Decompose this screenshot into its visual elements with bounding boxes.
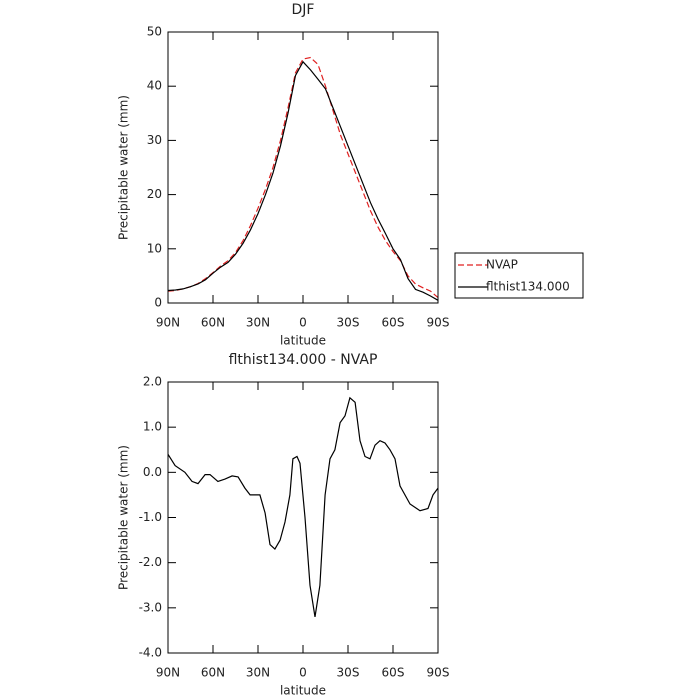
plot-frame bbox=[167, 31, 439, 304]
x-tick-label: 90N bbox=[156, 316, 180, 330]
x-tick-label: 30N bbox=[246, 666, 270, 680]
legend-label: flthist134.000 bbox=[486, 280, 570, 294]
y-tick-label: 40 bbox=[147, 79, 162, 93]
x-tick-label: 90N bbox=[156, 666, 180, 680]
y-tick-label: -2.0 bbox=[139, 555, 162, 569]
x-tick-label: 60N bbox=[201, 666, 225, 680]
plot-frame bbox=[167, 381, 439, 654]
x-axis-label: latitude bbox=[280, 684, 326, 698]
x-tick-label: 30S bbox=[337, 316, 360, 330]
x-tick-label: 90S bbox=[427, 316, 450, 330]
legend-box bbox=[454, 252, 584, 299]
chart-title: DJF bbox=[292, 2, 315, 18]
x-tick-label: 30N bbox=[246, 316, 270, 330]
x-tick-label: 0 bbox=[299, 666, 307, 680]
x-tick-label: 60S bbox=[382, 666, 405, 680]
x-axis-label: latitude bbox=[280, 334, 326, 348]
x-tick-label: 30S bbox=[337, 666, 360, 680]
data-line bbox=[167, 60, 439, 301]
data-line bbox=[167, 396, 439, 617]
y-tick-label: 10 bbox=[147, 241, 162, 255]
legend-label: NVAP bbox=[486, 258, 518, 272]
y-tick-label: 0 bbox=[154, 296, 162, 310]
y-tick-label: 0.0 bbox=[143, 465, 162, 479]
y-tick-label: 2.0 bbox=[143, 375, 162, 389]
y-tick-label: 1.0 bbox=[143, 420, 162, 434]
y-tick-label: 20 bbox=[147, 187, 162, 201]
chart-title: flthist134.000 - NVAP bbox=[229, 352, 378, 368]
x-tick-label: 0 bbox=[299, 316, 307, 330]
y-tick-label: 30 bbox=[147, 133, 162, 147]
y-axis-label: Precipitable water (mm) bbox=[117, 95, 131, 240]
y-tick-label: -1.0 bbox=[139, 510, 162, 524]
y-tick-label: -4.0 bbox=[139, 646, 162, 660]
x-tick-label: 60N bbox=[201, 316, 225, 330]
y-tick-label: 50 bbox=[147, 25, 162, 39]
x-tick-label: 60S bbox=[382, 316, 405, 330]
y-axis-label: Precipitable water (mm) bbox=[117, 445, 131, 590]
x-tick-label: 90S bbox=[427, 666, 450, 680]
data-line bbox=[167, 56, 439, 299]
y-tick-label: -3.0 bbox=[139, 600, 162, 614]
